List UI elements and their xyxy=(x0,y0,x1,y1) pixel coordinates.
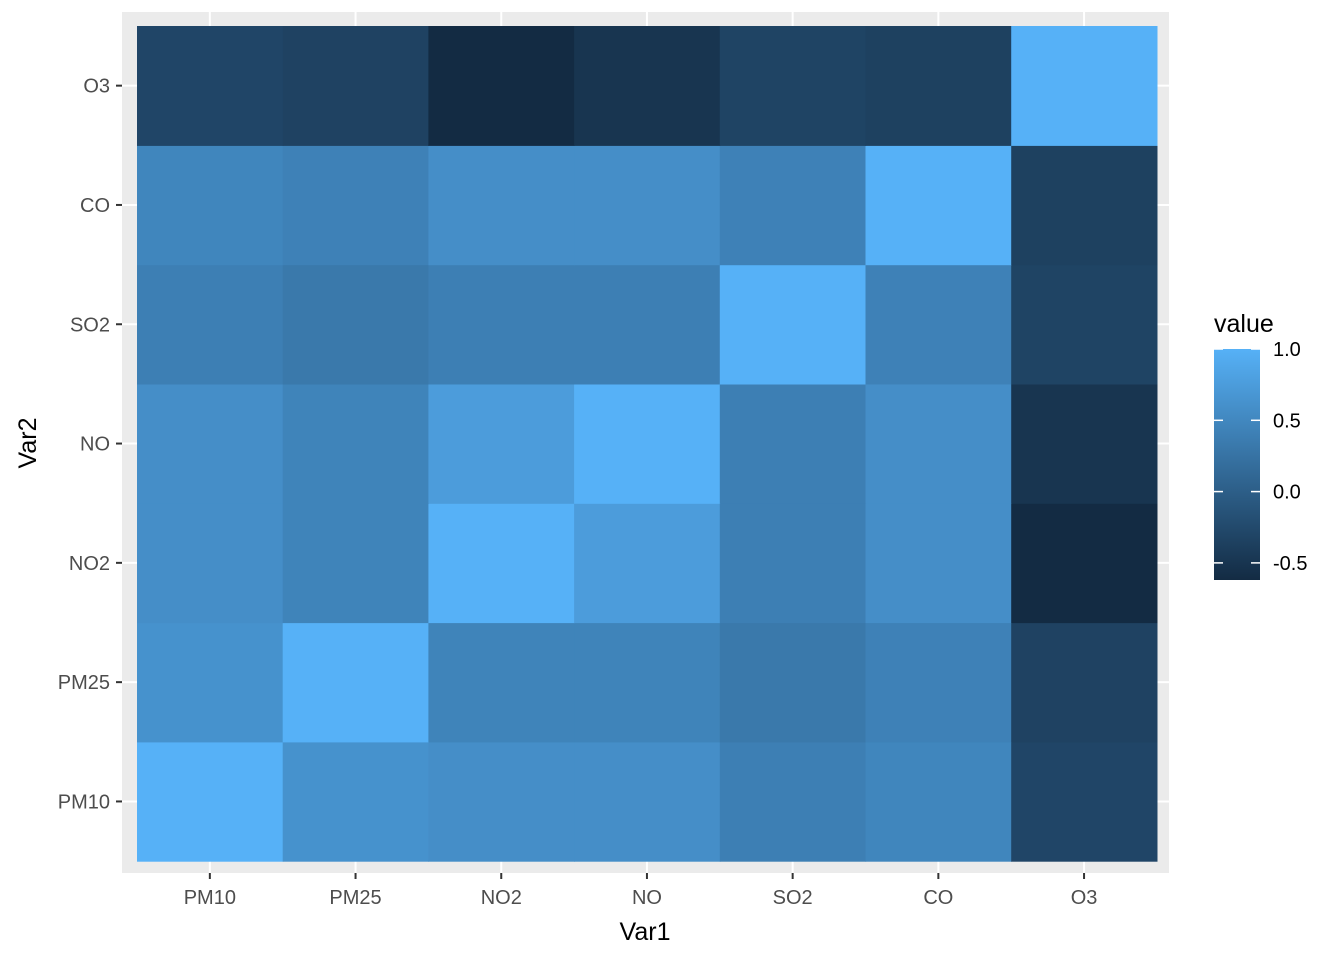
heatmap-tile-co-pm10 xyxy=(865,741,1012,862)
heatmap-tile-no2-no2 xyxy=(428,503,575,624)
x-tick-label: NO2 xyxy=(481,887,522,909)
y-tick-label: NO xyxy=(80,434,110,456)
heatmap-tile-co-o3 xyxy=(865,26,1012,146)
legend: value 1.0 0.5 0.0 -0.5 xyxy=(1214,310,1307,580)
y-tick-label: CO xyxy=(80,195,110,217)
heatmap-tile-pm25-no xyxy=(282,383,429,504)
y-tick-label: PM25 xyxy=(58,672,110,694)
heatmap-tile-pm25-co xyxy=(282,145,429,266)
heatmap-tile-no2-pm10 xyxy=(428,741,575,862)
heatmap-tile-no2-o3 xyxy=(428,26,575,146)
x-tick-label: PM25 xyxy=(329,887,381,909)
y-axis-title: Var2 xyxy=(14,418,42,469)
heatmap-tile-so2-co xyxy=(719,145,867,266)
heatmap-tile-o3-pm10 xyxy=(1011,741,1158,862)
heatmap-tile-no-co xyxy=(574,145,721,266)
heatmap-tile-o3-o3 xyxy=(1011,26,1158,146)
heatmap-tile-pm10-no xyxy=(137,383,284,504)
heatmap-tile-co-so2 xyxy=(865,264,1012,385)
heatmap-tile-pm25-pm25 xyxy=(282,622,429,743)
heatmap-tile-so2-no2 xyxy=(719,503,867,624)
heatmap-tile-no2-so2 xyxy=(428,264,575,385)
heatmap-tile-pm25-pm10 xyxy=(282,741,429,862)
heatmap-tile-pm10-so2 xyxy=(137,264,284,385)
heatmap-tile-pm10-pm25 xyxy=(137,622,284,743)
legend-title: value xyxy=(1214,310,1274,338)
heatmap-tile-no-pm10 xyxy=(574,741,721,862)
y-tick-label: PM10 xyxy=(58,791,110,813)
heatmap-tile-o3-no2 xyxy=(1011,503,1158,624)
heatmap-tile-pm10-pm10 xyxy=(137,741,284,862)
legend-label: -0.5 xyxy=(1273,553,1307,575)
heatmap-tile-co-pm25 xyxy=(865,622,1012,743)
heatmap-tile-pm10-o3 xyxy=(137,26,284,146)
heatmap-tile-so2-pm10 xyxy=(719,741,867,862)
x-tick-label: SO2 xyxy=(773,887,813,909)
heatmap-tile-so2-pm25 xyxy=(719,622,867,743)
y-tick-label: NO2 xyxy=(69,553,110,575)
heatmap-tile-no-no2 xyxy=(574,503,721,624)
heatmap-tile-pm10-no2 xyxy=(137,503,284,624)
y-axis: PM10 PM25 NO2 NO SO2 CO O3 xyxy=(58,76,122,813)
x-tick-label: CO xyxy=(923,887,953,909)
heatmap-tile-o3-co xyxy=(1011,145,1158,266)
legend-label: 1.0 xyxy=(1273,339,1301,361)
heatmap-tile-o3-pm25 xyxy=(1011,622,1158,743)
heatmap-tile-no-o3 xyxy=(574,26,721,146)
heatmap-tile-so2-o3 xyxy=(719,26,867,146)
heatmap-tile-co-no xyxy=(865,383,1012,504)
heatmap-tile-pm25-so2 xyxy=(282,264,429,385)
x-tick-label: O3 xyxy=(1071,887,1098,909)
heatmap-tile-o3-no xyxy=(1011,383,1158,504)
heatmap-tile-co-co xyxy=(865,145,1012,266)
heatmap-tile-pm10-co xyxy=(137,145,284,266)
heatmap-tile-so2-so2 xyxy=(719,264,867,385)
x-axis-title: Var1 xyxy=(620,918,671,946)
y-tick-label: SO2 xyxy=(70,314,110,336)
legend-colorbar xyxy=(1214,349,1260,580)
heatmap-tile-no-so2 xyxy=(574,264,721,385)
heatmap-tile-co-no2 xyxy=(865,503,1012,624)
heatmap-tile-no-no xyxy=(574,383,721,504)
legend-label: 0.5 xyxy=(1273,410,1301,432)
heatmap-tile-pm25-o3 xyxy=(282,26,429,146)
legend-ticks: 1.0 0.5 0.0 -0.5 xyxy=(1214,339,1307,575)
heatmap-tiles xyxy=(137,26,1158,862)
y-tick-label: O3 xyxy=(83,76,110,98)
heatmap-tile-no-pm25 xyxy=(574,622,721,743)
heatmap-tile-no2-pm25 xyxy=(428,622,575,743)
heatmap-tile-o3-so2 xyxy=(1011,264,1158,385)
heatmap-tile-so2-no xyxy=(719,383,867,504)
x-tick-label: PM10 xyxy=(184,887,236,909)
x-axis: PM10 PM25 NO2 NO SO2 CO O3 xyxy=(184,873,1098,909)
heatmap-tile-no2-no xyxy=(428,383,575,504)
legend-label: 0.0 xyxy=(1273,482,1301,504)
heatmap-tile-no2-co xyxy=(428,145,575,266)
heatmap-tile-pm25-no2 xyxy=(282,503,429,624)
x-tick-label: NO xyxy=(632,887,662,909)
